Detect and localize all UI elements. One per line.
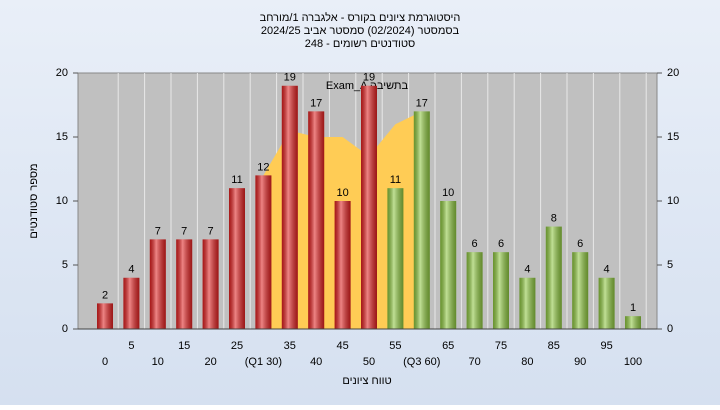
y-tick-label: 5 xyxy=(62,259,68,271)
x-axis-label: טווח ציונים xyxy=(342,375,391,387)
x-tick-label: 85 xyxy=(548,340,560,352)
data-label: 6 xyxy=(577,238,583,250)
y2-tick-label: 20 xyxy=(667,67,679,79)
bar-shine xyxy=(334,201,351,329)
bar-shine xyxy=(229,188,245,329)
bar-shine xyxy=(255,175,272,329)
bar-shine xyxy=(387,188,404,329)
x-tick-label: 65 xyxy=(442,340,454,352)
data-label: 10 xyxy=(442,187,454,199)
x-tick-label: 35 xyxy=(284,340,296,352)
title-line: היסטוגרמת ציונים בקורס - אלגברה 1/מורחב xyxy=(260,11,461,24)
bar-shine xyxy=(519,277,536,329)
y-tick-label: 15 xyxy=(56,131,68,143)
bar-shine xyxy=(202,239,219,329)
data-label: 6 xyxy=(472,238,478,250)
x-tick-label: 15 xyxy=(178,340,190,352)
data-label: 4 xyxy=(604,264,610,276)
bar-shine xyxy=(598,277,615,329)
bar-shine xyxy=(440,201,457,329)
x-tick-label: 45 xyxy=(336,340,348,352)
data-label: 4 xyxy=(524,264,530,276)
x-tick-label: (Q3 60) xyxy=(403,356,440,368)
bar-shine xyxy=(572,252,589,329)
x-tick-label: 80 xyxy=(521,356,533,368)
bar-shine xyxy=(123,277,140,329)
data-label: 6 xyxy=(498,238,504,250)
title-line: בסמסטר (02/2024) סמסטר אביב 2024/25 xyxy=(261,25,460,37)
x-tick-label: 70 xyxy=(468,356,480,368)
x-tick-label: 100 xyxy=(624,356,642,368)
data-label: 2 xyxy=(102,289,108,301)
bar-shine xyxy=(466,252,483,329)
y-tick-label: 10 xyxy=(56,195,68,207)
y-tick-label: 0 xyxy=(62,323,68,335)
y2-tick-label: 10 xyxy=(667,195,679,207)
y2-tick-label: 15 xyxy=(667,131,679,143)
y-tick-label: 20 xyxy=(56,67,68,79)
x-tick-label: 75 xyxy=(495,340,507,352)
bar-shine xyxy=(149,239,166,329)
x-tick-label: 55 xyxy=(389,340,401,352)
x-tick-label: 95 xyxy=(600,340,612,352)
bar-shine xyxy=(308,111,325,330)
x-tick-label: 5 xyxy=(128,340,134,352)
bar-shine xyxy=(281,85,298,329)
data-label: 4 xyxy=(128,264,134,276)
data-label: 11 xyxy=(390,174,401,186)
bar-shine xyxy=(413,111,430,330)
bar-shine xyxy=(97,303,113,329)
y-axis-label: מספר סטודנטים xyxy=(28,163,40,238)
x-tick-label: 50 xyxy=(363,356,375,368)
x-tick-label: 0 xyxy=(102,356,108,368)
x-tick-label: 25 xyxy=(231,340,243,352)
data-label: 1 xyxy=(630,302,636,314)
bar-shine xyxy=(176,239,193,329)
bar-shine xyxy=(625,316,641,329)
data-label: 19 xyxy=(284,72,296,84)
x-tick-label: 20 xyxy=(204,356,216,368)
data-label: 7 xyxy=(208,225,214,237)
data-label: 10 xyxy=(336,187,348,199)
data-label: 19 xyxy=(363,72,375,84)
y2-tick-label: 0 xyxy=(667,323,673,335)
data-label: 7 xyxy=(155,225,161,237)
data-label: 8 xyxy=(551,213,557,225)
x-tick-label: 40 xyxy=(310,356,322,368)
data-label: 7 xyxy=(181,225,187,237)
x-tick-label: 10 xyxy=(152,356,164,368)
data-label: 12 xyxy=(257,161,269,173)
y2-tick-label: 5 xyxy=(667,259,673,271)
bar-shine xyxy=(545,226,562,329)
data-label: 11 xyxy=(231,174,242,186)
x-tick-label: 90 xyxy=(574,356,586,368)
bar-shine xyxy=(493,252,509,329)
x-tick-label: (Q1 30) xyxy=(245,356,282,368)
data-label: 17 xyxy=(416,97,428,109)
bar-shine xyxy=(361,85,377,329)
data-label: 17 xyxy=(310,97,322,109)
title-line: סטודנטים רשומים - 248 xyxy=(305,38,416,50)
